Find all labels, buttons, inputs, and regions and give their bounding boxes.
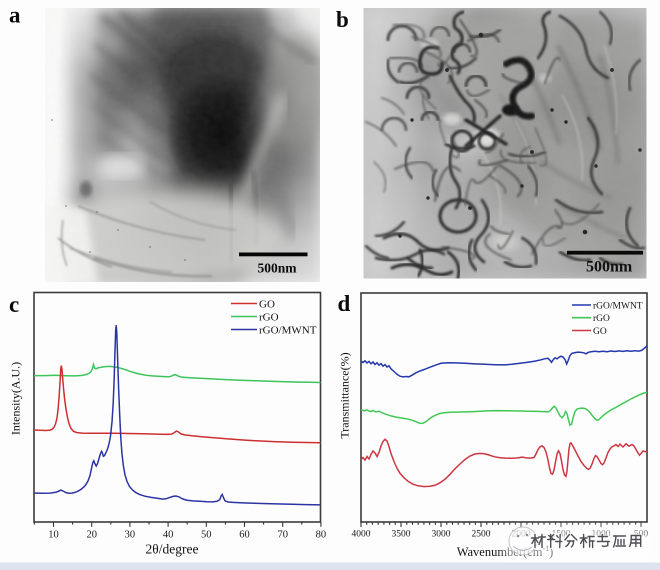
svg-text:rGO: rGO <box>593 314 610 324</box>
svg-text:50: 50 <box>201 530 212 541</box>
svg-text:20: 20 <box>86 530 97 541</box>
svg-text:rGO/MWNT: rGO/MWNT <box>593 301 643 311</box>
svg-text:3500: 3500 <box>392 530 411 540</box>
svg-text:GO: GO <box>593 327 607 337</box>
svg-text:rGO: rGO <box>259 311 279 323</box>
svg-text:30: 30 <box>125 530 136 541</box>
svg-text:40: 40 <box>163 530 174 541</box>
svg-text:2θ/degree: 2θ/degree <box>146 542 199 557</box>
svg-text:10: 10 <box>48 530 59 541</box>
svg-text:4000: 4000 <box>352 530 371 540</box>
svg-text:80: 80 <box>316 530 327 541</box>
svg-text:a: a <box>9 3 21 28</box>
svg-text:500nm: 500nm <box>586 259 633 276</box>
svg-text:b: b <box>336 7 349 32</box>
svg-text:500nm: 500nm <box>258 261 298 276</box>
svg-text:3000: 3000 <box>432 530 451 540</box>
svg-text:GO: GO <box>259 299 275 311</box>
svg-text:70: 70 <box>277 530 288 541</box>
svg-text:c: c <box>9 292 19 317</box>
svg-text:d: d <box>338 291 351 316</box>
svg-text:2500: 2500 <box>472 530 491 540</box>
svg-text:Intensity(A.U.): Intensity(A.U.) <box>9 362 23 435</box>
svg-text:rGO/MWNT: rGO/MWNT <box>259 325 317 337</box>
svg-text:60: 60 <box>239 530 250 541</box>
svg-text:Transmittance(%): Transmittance(%) <box>338 352 352 438</box>
